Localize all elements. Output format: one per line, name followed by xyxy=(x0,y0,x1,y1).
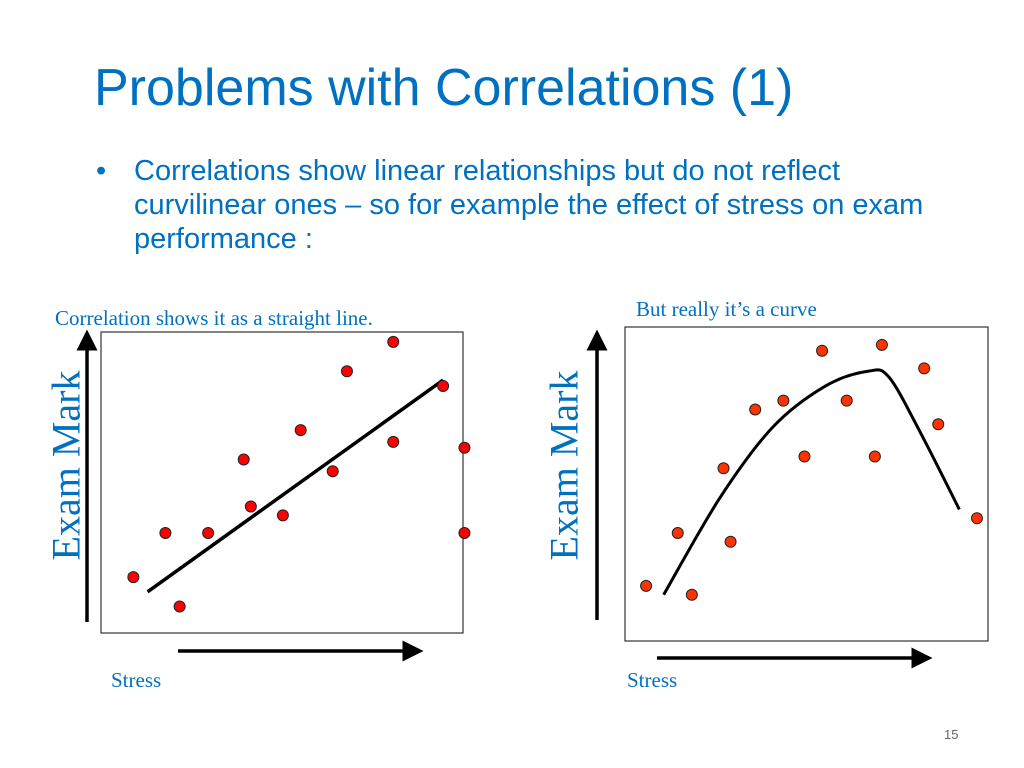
data-point xyxy=(749,403,762,416)
data-point xyxy=(237,453,250,466)
data-point xyxy=(276,509,289,522)
data-point xyxy=(127,571,140,584)
data-point xyxy=(159,526,172,539)
data-point xyxy=(387,435,400,448)
plot-frame xyxy=(100,331,464,634)
plot-frame xyxy=(624,326,989,642)
data-point xyxy=(202,526,215,539)
data-point xyxy=(918,362,931,375)
data-point xyxy=(244,500,257,513)
data-point xyxy=(868,450,881,463)
right-chart-caption: But really it’s a curve xyxy=(636,297,817,321)
left-chart-caption: Correlation shows it as a straight line. xyxy=(55,306,373,330)
data-point xyxy=(816,344,829,357)
data-point xyxy=(932,418,945,431)
data-point xyxy=(294,424,307,437)
bullet-paragraph: • Correlations show linear relationships… xyxy=(96,154,956,256)
data-point xyxy=(387,335,400,348)
right-x-axis-label: Stress xyxy=(627,668,678,692)
page-number: 15 xyxy=(944,727,959,742)
data-point xyxy=(340,365,353,378)
left-x-axis-label: Stress xyxy=(111,668,162,692)
data-point xyxy=(640,579,653,592)
left-scatter-chart xyxy=(76,329,471,662)
data-point xyxy=(326,465,339,478)
data-point xyxy=(717,462,730,475)
data-point xyxy=(724,535,737,548)
data-point xyxy=(437,379,450,392)
data-point xyxy=(671,526,684,539)
data-point xyxy=(970,512,983,525)
data-point xyxy=(458,526,471,539)
data-point xyxy=(875,338,888,351)
data-point xyxy=(685,588,698,601)
data-point xyxy=(173,600,186,613)
right-scatter-chart xyxy=(586,326,989,669)
slide-title: Problems with Correlations (1) xyxy=(94,59,794,117)
data-point xyxy=(777,394,790,407)
linear-fit-line xyxy=(146,378,445,594)
curve-fit-line xyxy=(662,368,961,596)
data-point xyxy=(798,450,811,463)
data-point xyxy=(840,394,853,407)
bullet-marker: • xyxy=(96,155,107,187)
data-point xyxy=(458,441,471,454)
bullet-text: Correlations show linear relationships b… xyxy=(134,155,924,255)
